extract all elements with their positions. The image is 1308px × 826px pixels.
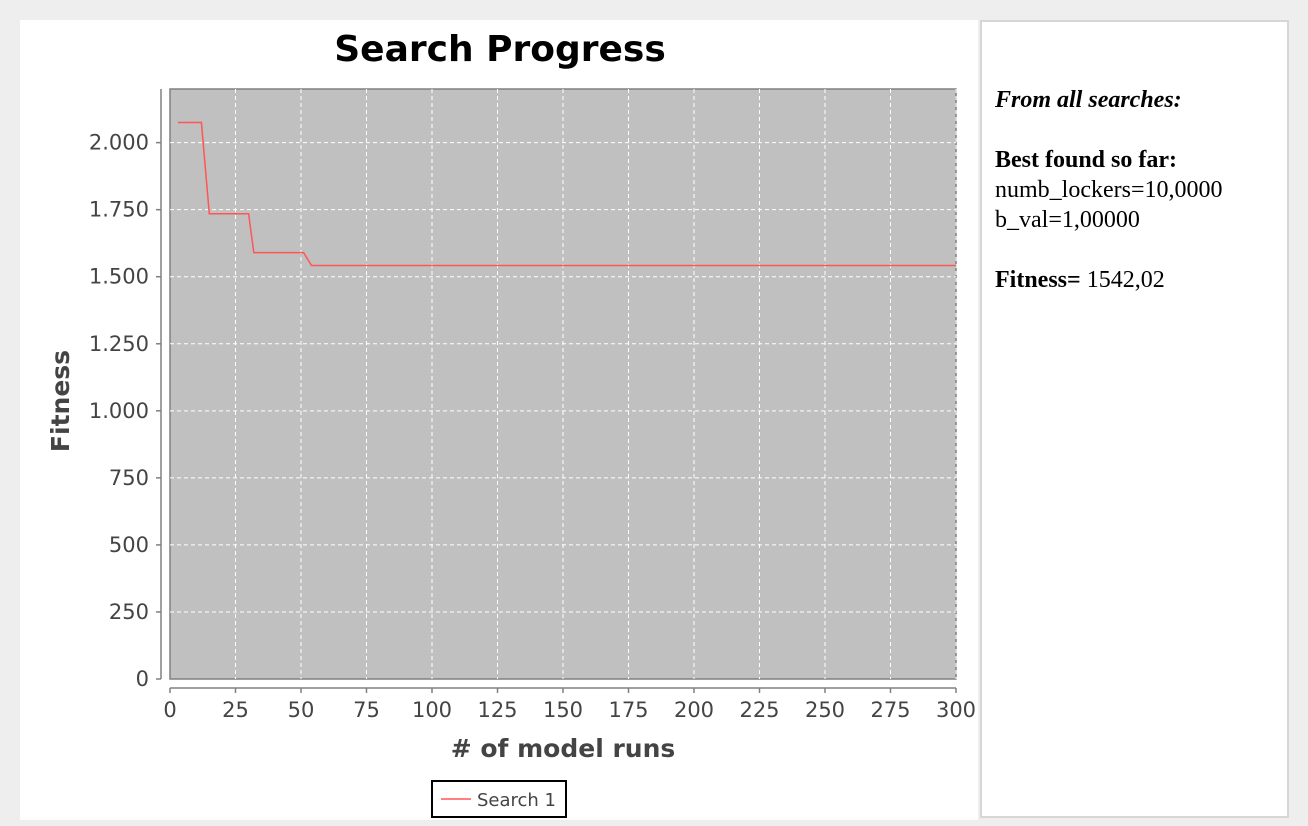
grid-lines (170, 89, 957, 679)
x-tick-label: 100 (412, 698, 452, 722)
x-tick-label: 225 (739, 698, 779, 722)
fitness-value: 1542,02 (1080, 267, 1165, 293)
y-axis-label: Fitness (46, 350, 75, 452)
tick-labels: 0 25 50 75 100 125 150 175 200 225 250 275 300 0 250 50… (89, 131, 976, 722)
y-tick-label: 1.500 (89, 265, 149, 289)
x-tick-label: 75 (353, 698, 380, 722)
y-tick-label: 750 (109, 466, 149, 490)
param-numb-lockers: numb_lockers=10,0000 (995, 177, 1223, 203)
x-tick-label: 250 (805, 698, 845, 722)
y-tick-label: 250 (109, 600, 149, 624)
fitness-row: Fitness= 1542,02 (995, 265, 1283, 295)
x-tick-label: 50 (288, 698, 315, 722)
legend-label: Search 1 (477, 790, 556, 811)
y-tick-label: 500 (109, 533, 149, 557)
x-axis-label: # of model runs (451, 734, 676, 763)
chart-panel: Search Progress 0 25 50 75 100 125 150 175 200 22… (20, 20, 978, 820)
search-progress-chart: Search Progress 0 25 50 75 100 125 150 175 200 22… (46, 29, 976, 818)
search-info-panel: From all searches: Best found so far: nu… (980, 20, 1289, 818)
y-tick-label: 1.000 (89, 399, 149, 423)
chart-title: Search Progress (334, 29, 666, 70)
x-tick-label: 300 (936, 698, 976, 722)
param-b-val: b_val=1,00000 (995, 207, 1140, 233)
x-tick-label: 150 (543, 698, 583, 722)
best-found-label: Best found so far: (995, 147, 1178, 173)
fitness-label: Fitness= (995, 267, 1081, 293)
y-tick-label: 1.250 (89, 332, 149, 356)
y-tick-label: 0 (136, 667, 149, 691)
series-layer (177, 121, 956, 267)
x-tick-label: 275 (870, 698, 910, 722)
x-tick-label: 200 (674, 698, 714, 722)
x-tick-label: 25 (222, 698, 249, 722)
legend: Search 1 (431, 780, 567, 818)
series-line-search-1 (177, 121, 956, 267)
info-heading: From all searches: (995, 87, 1182, 113)
x-tick-label: 125 (477, 698, 517, 722)
y-tick-label: 2.000 (89, 131, 149, 155)
x-tick-label: 175 (608, 698, 648, 722)
y-tick-label: 1.750 (89, 198, 149, 222)
x-tick-label: 0 (163, 698, 176, 722)
